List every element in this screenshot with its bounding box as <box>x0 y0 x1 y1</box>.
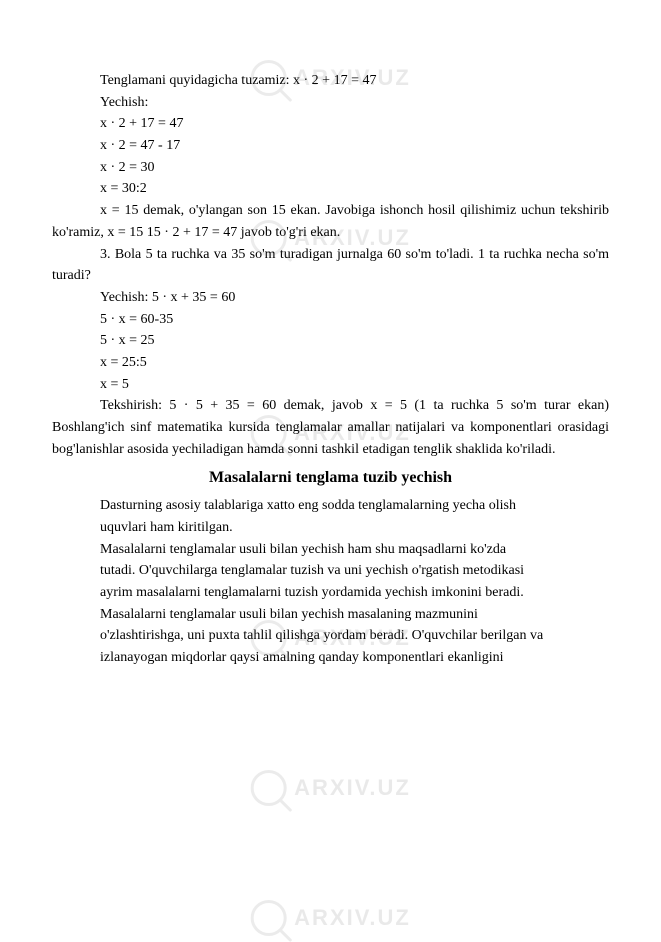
body-paragraph: Tekshirish: 5 · 5 + 35 = 60 demak, javob… <box>52 395 609 460</box>
body-line: tutadi. O'quvchilarga tenglamalar tuzish… <box>100 560 609 582</box>
body-line: x · 2 = 47 - 17 <box>100 135 609 157</box>
body-line: izlanayogan miqdorlar qaysi amalning qan… <box>100 647 609 669</box>
body-paragraph: 3. Bola 5 ta ruchka va 35 so'm turadigan… <box>52 244 609 287</box>
body-line: x · 2 + 17 = 47 <box>100 113 609 135</box>
body-line: Tenglamani quyidagicha tuzamiz: x · 2 + … <box>100 70 609 92</box>
body-line: x = 25:5 <box>100 352 609 374</box>
body-line: Dasturning asosiy talablariga xatto eng … <box>100 495 609 517</box>
document-body: Tenglamani quyidagicha tuzamiz: x · 2 + … <box>52 70 609 669</box>
body-line: 5 · x = 60-35 <box>100 309 609 331</box>
body-line: x · 2 = 30 <box>100 157 609 179</box>
body-paragraph: o'zlashtirishga, uni puxta tahlil qilish… <box>52 625 609 647</box>
body-paragraph: x = 15 demak, o'ylangan son 15 ekan. Jav… <box>52 200 609 243</box>
body-line: Yechish: <box>100 92 609 114</box>
body-line: uquvlari ham kiritilgan. <box>100 517 609 539</box>
watermark: ARXIV.UZ <box>250 900 411 936</box>
body-line: ayrim masalalarni tenglamalarni tuzish y… <box>100 582 609 604</box>
section-heading: Masalalarni tenglama tuzib yechish <box>52 466 609 491</box>
body-line: 5 · x = 25 <box>100 330 609 352</box>
body-line: Masalalarni tenglamalar usuli bilan yech… <box>100 539 609 561</box>
body-line: x = 5 <box>100 374 609 396</box>
body-line: Yechish: 5 · x + 35 = 60 <box>100 287 609 309</box>
body-line: x = 30:2 <box>100 178 609 200</box>
watermark: ARXIV.UZ <box>250 770 411 806</box>
body-line: Masalalarni tenglamalar usuli bilan yech… <box>100 604 609 626</box>
